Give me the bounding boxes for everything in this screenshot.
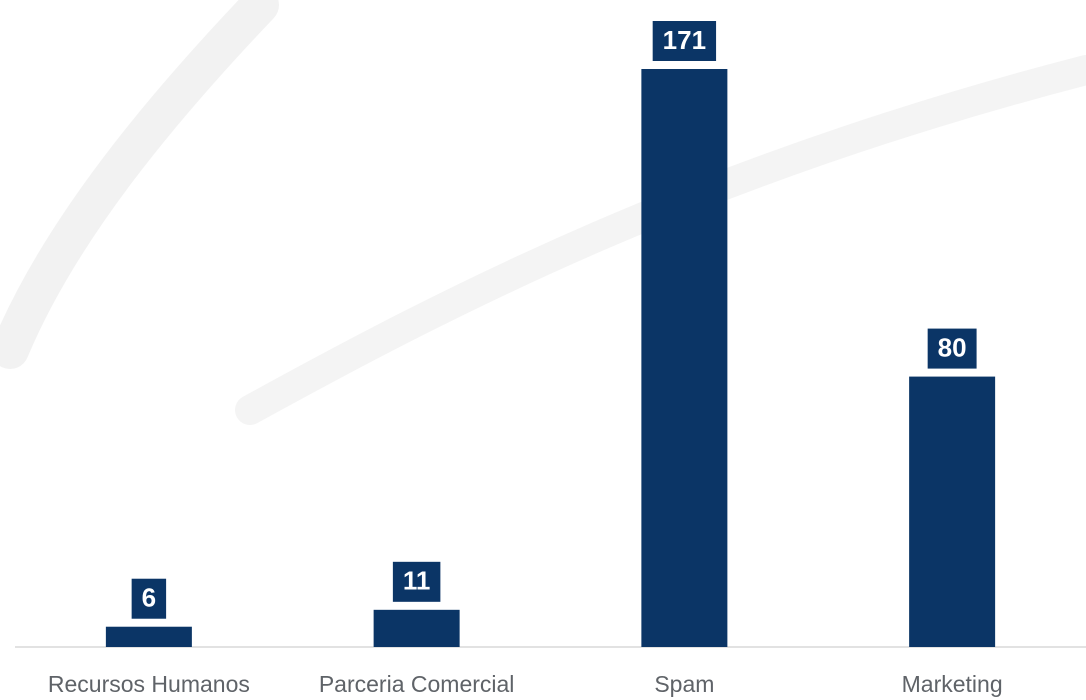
bar: [641, 69, 727, 647]
bar: [374, 610, 460, 647]
bar: [106, 627, 192, 647]
x-tick-label: Spam: [654, 671, 714, 697]
data-label: 11: [403, 566, 431, 596]
data-label: 171: [663, 25, 706, 55]
background-decoration: [10, 5, 1086, 410]
chart: Recursos Humanos 6 Parceria Comercial 11 Spa…: [0, 0, 1086, 700]
page: {"chart_data": {"type": "bar", "categori…: [0, 0, 1086, 700]
bar: [909, 377, 995, 647]
data-label: 6: [142, 583, 156, 613]
x-tick-label: Recursos Humanos: [48, 671, 250, 697]
x-tick-label: Marketing: [902, 671, 1003, 697]
data-label: 80: [938, 332, 967, 362]
x-tick-label: Parceria Comercial: [319, 671, 515, 697]
